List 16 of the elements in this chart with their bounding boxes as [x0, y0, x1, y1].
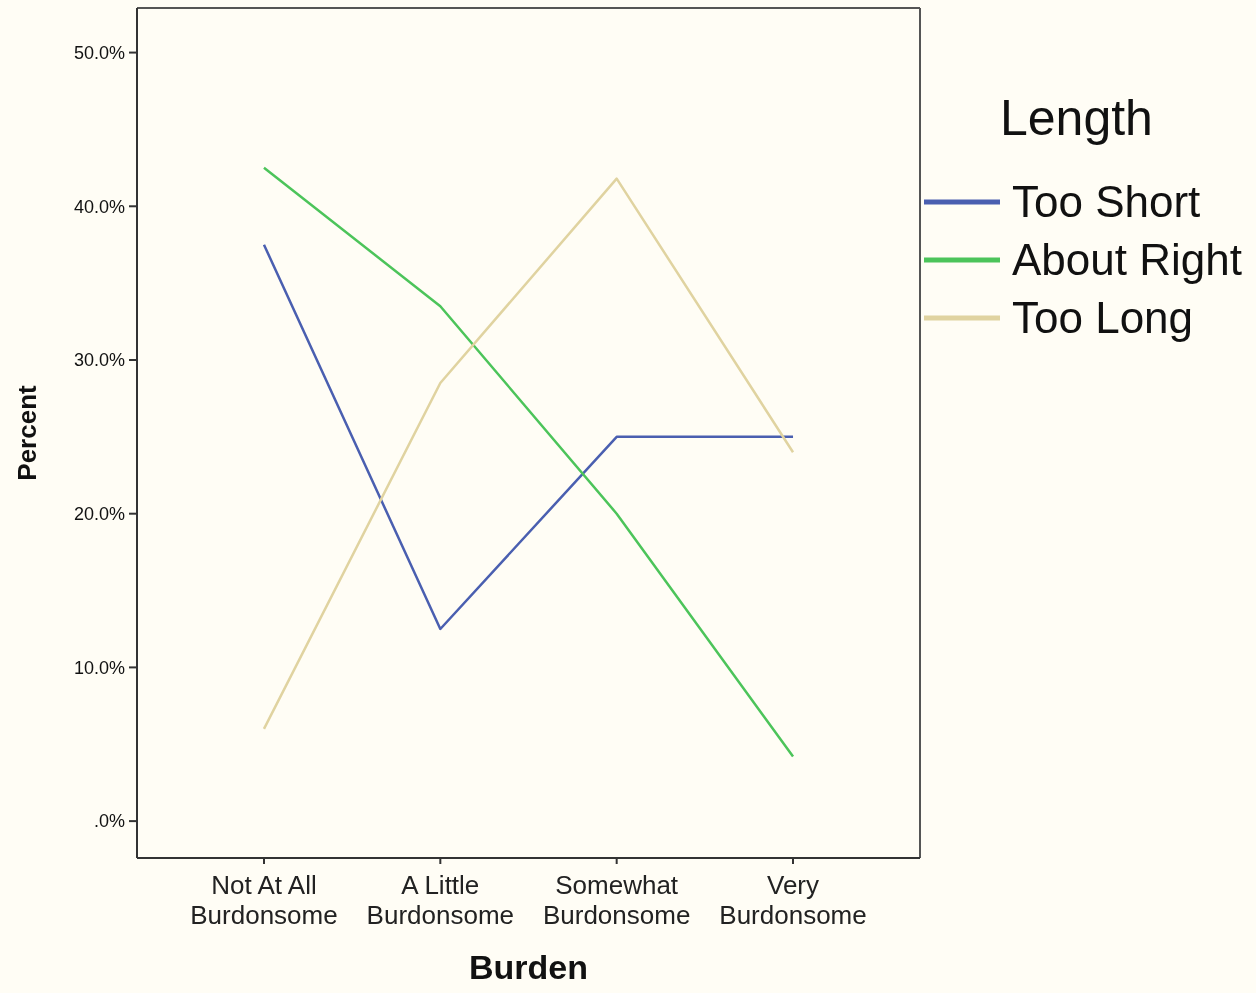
x-tick-label: Somewhat Burdonsome	[542, 870, 691, 930]
y-tick-label: 20.0%	[73, 504, 125, 524]
y-tick-label: 10.0%	[73, 657, 125, 678]
y-tick-label: .0%	[93, 811, 125, 832]
x-tick-label: A Little Burdonsome	[366, 870, 515, 930]
legend-label: About Right	[1012, 235, 1242, 285]
x-tick-label: Very Burdonsome	[719, 870, 867, 930]
y-tick-label: 40.0%	[73, 196, 125, 217]
legend-title: Length	[1000, 90, 1153, 146]
x-axis-title: Burden	[469, 948, 588, 986]
y-axis-title: Percent	[12, 384, 42, 481]
legend-label: Too Long	[1012, 293, 1194, 343]
y-tick-label: 50.0%	[73, 42, 125, 63]
y-tick-label: 30.0%	[73, 350, 125, 371]
x-tick-label: Not At All Burdonsome	[190, 870, 338, 930]
legend-label: Too Short	[1012, 177, 1201, 227]
